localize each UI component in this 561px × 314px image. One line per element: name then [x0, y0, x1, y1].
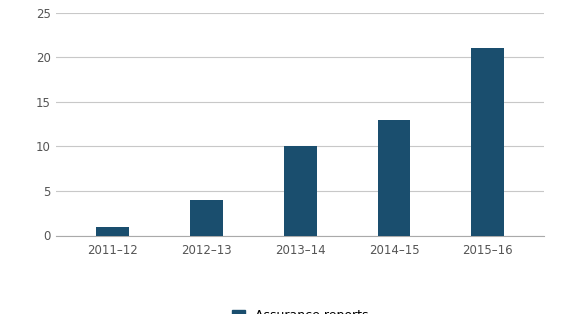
- Bar: [96, 227, 129, 236]
- Bar: [378, 120, 411, 236]
- Legend: Assurance reports: Assurance reports: [227, 304, 373, 314]
- Bar: [471, 48, 504, 236]
- Bar: [190, 200, 223, 236]
- Bar: [284, 146, 316, 236]
